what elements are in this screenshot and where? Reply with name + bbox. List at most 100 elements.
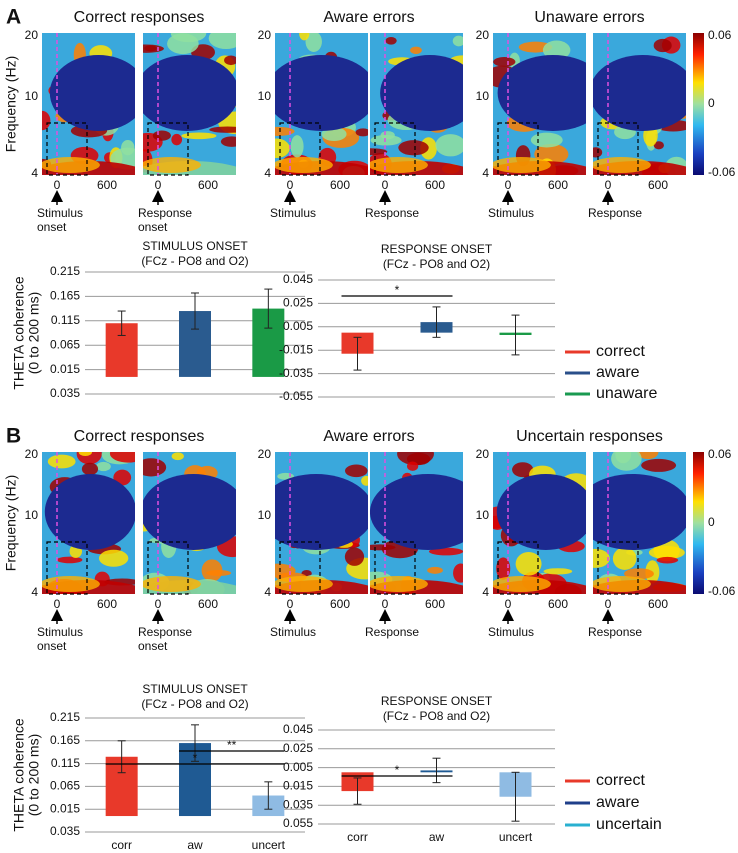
heatmap-blob xyxy=(143,474,236,550)
x-tick-label: 600 xyxy=(330,597,350,611)
x-tick-label: 600 xyxy=(198,597,218,611)
heatmap-blob xyxy=(220,136,236,147)
heatmap-blob xyxy=(275,138,290,159)
heatmap-blob xyxy=(144,45,157,52)
y-tick-label: 10 xyxy=(476,89,490,103)
heatmap-blob xyxy=(370,148,388,156)
x-tick-label: 600 xyxy=(198,178,218,192)
significance-label: * xyxy=(395,283,400,297)
heatmap-blob xyxy=(113,469,132,486)
y-tick-label: -0.035 xyxy=(279,366,313,380)
y-tick-label: 4 xyxy=(264,585,271,599)
heatmap-blob xyxy=(42,110,51,131)
window-box xyxy=(147,122,189,176)
heatmap-blob xyxy=(49,55,135,131)
heatmap-blob xyxy=(143,576,201,592)
heatmap-blob xyxy=(515,552,542,576)
event-label: Response xyxy=(588,625,642,639)
heatmap-blob xyxy=(96,461,111,472)
y-tick-label: 4 xyxy=(482,166,489,180)
heatmap-blob xyxy=(428,547,463,556)
legend-label: correct xyxy=(596,772,645,789)
heatmap-blob xyxy=(275,474,368,550)
heatmap-blob xyxy=(42,157,100,173)
heatmap-blob xyxy=(653,38,672,53)
colorbar xyxy=(693,452,704,594)
heatmap-blob xyxy=(493,576,551,592)
heatmap-blob xyxy=(453,563,463,583)
heatmap xyxy=(275,33,368,175)
y-tick-label: 20 xyxy=(258,447,272,461)
y-tick-label: 20 xyxy=(258,28,272,42)
heatmap-blob xyxy=(593,474,686,550)
heatmap-blob xyxy=(397,452,434,466)
y-tick-label: 20 xyxy=(476,447,490,461)
axis-title: (0 to 200 ms) xyxy=(26,734,42,816)
heatmap-blob xyxy=(370,474,463,550)
x-tick-label: 0 xyxy=(382,178,389,192)
y-tick-label: 4 xyxy=(31,166,38,180)
heatmap-blob xyxy=(385,36,397,45)
heatmap-blob xyxy=(109,452,135,463)
y-tick-label: 0.215 xyxy=(50,264,80,278)
x-tick-label: 600 xyxy=(548,178,568,192)
x-tick-label: corr xyxy=(111,838,132,852)
axis-title: (0 to 200 ms) xyxy=(26,292,42,374)
y-tick-label: 0.015 xyxy=(283,779,313,793)
window-box xyxy=(147,541,189,595)
y-tick-label: 4 xyxy=(264,166,271,180)
heatmap-blob xyxy=(275,55,368,131)
heatmap-blob xyxy=(452,35,463,47)
colorbar-tick-label: 0.06 xyxy=(708,28,732,42)
axis-title: THETA coherence xyxy=(11,276,27,390)
heatmap-blob xyxy=(512,462,534,478)
heatmap-blob xyxy=(143,157,201,173)
y-tick-label: 0.015 xyxy=(50,801,80,815)
y-tick-label: 0.065 xyxy=(50,779,80,793)
heatmap-blob xyxy=(656,556,679,564)
heatmap-blob xyxy=(593,157,651,173)
event-label: Stimulus xyxy=(37,206,83,220)
event-label: Response xyxy=(138,625,192,639)
heatmap-blob xyxy=(542,40,571,60)
panel-label: B xyxy=(6,425,21,448)
chart-title: RESPONSE ONSET xyxy=(381,242,493,256)
chart-subtitle: (FCz - PO8 and O2) xyxy=(141,254,248,268)
heatmap-blob xyxy=(167,33,199,55)
heatmap xyxy=(143,33,236,175)
y-tick-label: 0.055 xyxy=(283,816,313,830)
y-tick-label: 0.165 xyxy=(50,733,80,747)
heatmap xyxy=(493,33,586,175)
y-tick-label: 4 xyxy=(482,585,489,599)
y-tick-label: -0.055 xyxy=(279,389,313,403)
heatmap-blob xyxy=(427,566,443,574)
y-tick-label: 0.215 xyxy=(50,710,80,724)
heatmap-blob xyxy=(224,55,236,66)
colorbar-tick-label: -0.06 xyxy=(708,165,736,179)
window-box xyxy=(597,122,639,176)
colorbar xyxy=(693,33,704,175)
heatmap-blob xyxy=(496,557,511,580)
event-label: onset xyxy=(37,220,67,234)
heatmap-blob xyxy=(44,474,135,550)
event-label: Response xyxy=(365,625,419,639)
heatmap-blob xyxy=(593,55,686,131)
y-tick-label: 10 xyxy=(25,89,39,103)
colorbar-tick-label: 0 xyxy=(708,515,715,529)
y-tick-label: 0.025 xyxy=(283,296,313,310)
y-tick-label: 10 xyxy=(258,89,272,103)
x-tick-label: 600 xyxy=(425,178,445,192)
event-label: Stimulus xyxy=(488,206,534,220)
x-tick-label: 0 xyxy=(287,597,294,611)
y-tick-label: 10 xyxy=(476,508,490,522)
heatmap-title: Unaware errors xyxy=(534,9,644,26)
heatmap xyxy=(493,452,586,594)
y-tick-label: 0.045 xyxy=(283,272,313,286)
y-tick-label: 4 xyxy=(31,585,38,599)
heatmap-blob xyxy=(410,46,422,55)
x-tick-label: 0 xyxy=(54,178,61,192)
x-tick-label: 0 xyxy=(155,178,162,192)
window-box xyxy=(374,122,416,176)
heatmap-title: Aware errors xyxy=(323,9,414,26)
heatmap xyxy=(593,452,686,594)
